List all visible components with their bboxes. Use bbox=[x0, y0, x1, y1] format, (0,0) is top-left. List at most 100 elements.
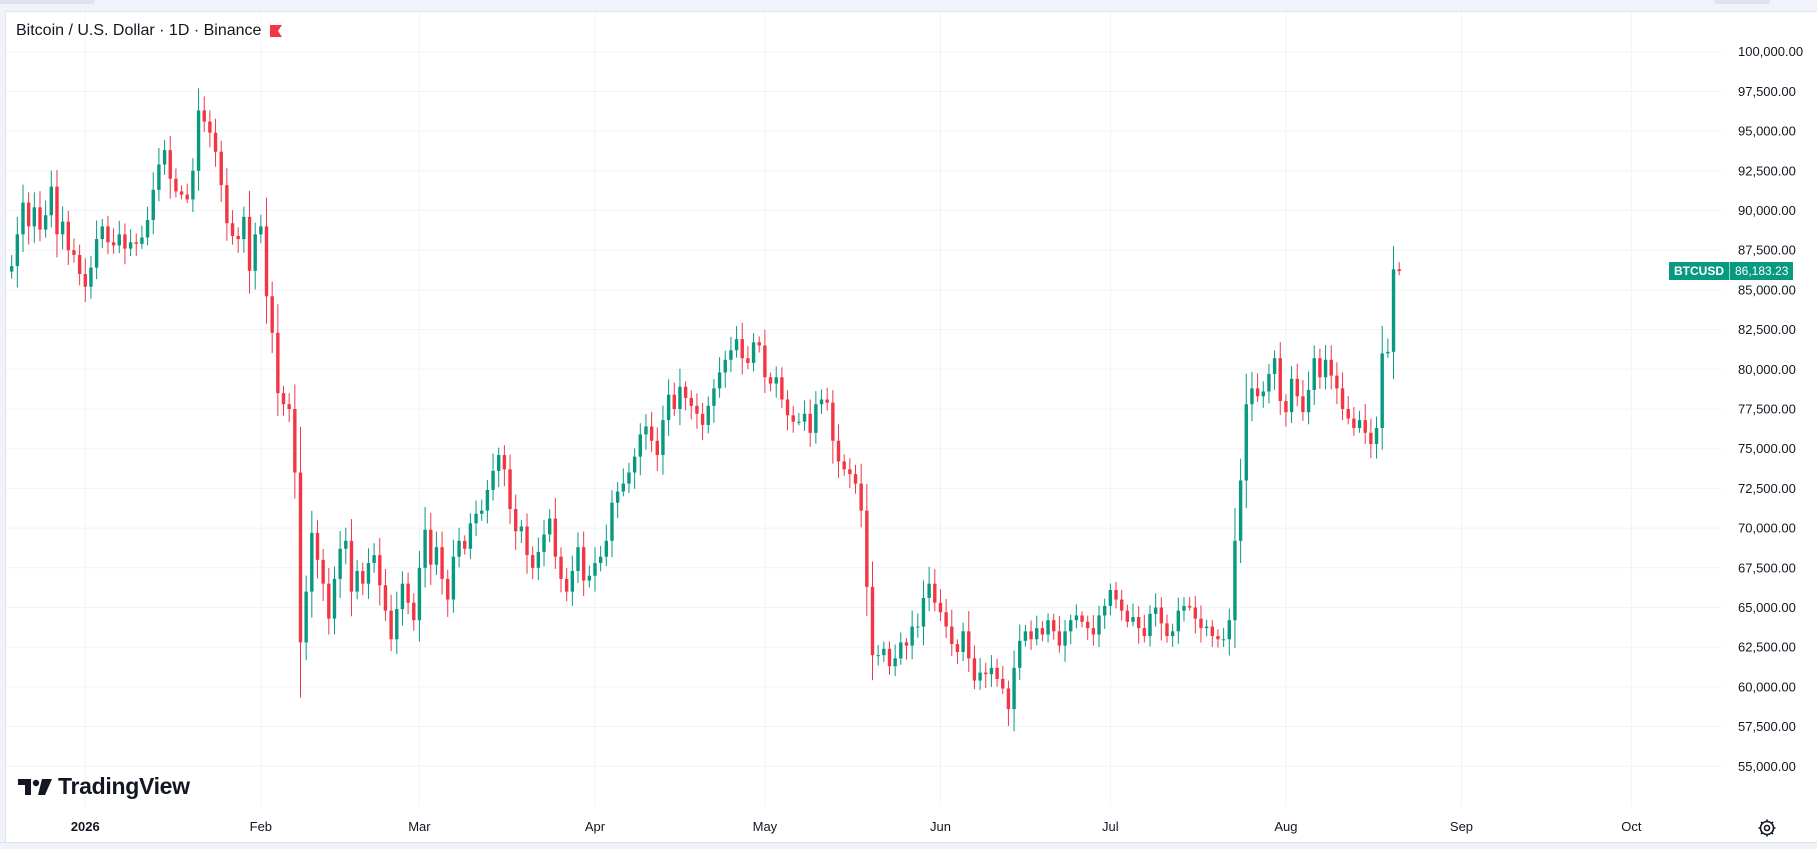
flag-icon[interactable] bbox=[269, 24, 283, 38]
candle bbox=[66, 210, 70, 265]
candle bbox=[751, 333, 756, 372]
candle bbox=[638, 423, 642, 476]
candle bbox=[1244, 373, 1248, 509]
candle bbox=[984, 662, 988, 688]
candle bbox=[134, 233, 138, 257]
price-tick-label: 85,000.00 bbox=[1738, 282, 1796, 297]
candle bbox=[1261, 381, 1265, 408]
price-tick-label: 82,500.00 bbox=[1738, 322, 1796, 337]
gear-icon[interactable] bbox=[1757, 818, 1777, 838]
candle bbox=[859, 463, 863, 528]
price-axis[interactable]: 55,000.00 57,500.00 60,000.00 62,500.00 65,0… bbox=[1738, 44, 1803, 774]
candle bbox=[899, 632, 903, 665]
candle bbox=[712, 379, 716, 423]
candle bbox=[361, 562, 365, 596]
candle bbox=[168, 135, 172, 199]
candle bbox=[916, 613, 920, 638]
candle bbox=[967, 611, 971, 672]
top-bar-tab-right[interactable] bbox=[1714, 0, 1770, 4]
candle bbox=[1097, 605, 1101, 647]
candle bbox=[1312, 345, 1316, 406]
candle bbox=[797, 412, 801, 426]
candle bbox=[757, 336, 761, 353]
time-axis[interactable]: 2026 Feb Mar Apr May Jun Jul Aug Sep Oct bbox=[71, 819, 1642, 834]
price-tick-label: 80,000.00 bbox=[1738, 362, 1796, 377]
candle bbox=[332, 566, 337, 635]
candle bbox=[1131, 603, 1135, 627]
candle bbox=[1091, 615, 1096, 646]
candle bbox=[1204, 619, 1209, 637]
candle bbox=[853, 464, 858, 494]
candle bbox=[1391, 246, 1396, 380]
candle bbox=[1114, 581, 1118, 609]
candle bbox=[514, 494, 518, 551]
candle bbox=[836, 424, 841, 478]
candle bbox=[1018, 624, 1022, 680]
candle bbox=[1216, 629, 1220, 648]
candle bbox=[1102, 598, 1107, 629]
candle bbox=[1029, 620, 1033, 650]
candle bbox=[1057, 615, 1062, 653]
candle bbox=[412, 593, 416, 631]
candle bbox=[1380, 325, 1384, 450]
candle bbox=[1069, 614, 1073, 645]
candle bbox=[1023, 624, 1028, 647]
candle bbox=[581, 531, 586, 597]
candle bbox=[1148, 605, 1152, 647]
candle bbox=[491, 453, 495, 501]
candle bbox=[1397, 262, 1401, 276]
candle bbox=[627, 462, 631, 494]
candle bbox=[1340, 372, 1345, 421]
candle bbox=[49, 170, 54, 228]
candle bbox=[1035, 615, 1039, 646]
candle bbox=[1250, 371, 1254, 422]
candle bbox=[315, 520, 320, 579]
candle bbox=[191, 158, 195, 213]
candle bbox=[474, 500, 478, 536]
candle bbox=[327, 568, 331, 635]
candle bbox=[734, 326, 739, 358]
candle bbox=[106, 215, 110, 255]
candle bbox=[463, 535, 467, 555]
candle bbox=[497, 447, 501, 488]
top-bar-tab-left[interactable] bbox=[0, 0, 95, 4]
candle bbox=[225, 168, 229, 241]
candle bbox=[1176, 597, 1181, 644]
candle bbox=[185, 183, 189, 204]
candle bbox=[995, 658, 999, 687]
candle bbox=[768, 372, 773, 392]
candle bbox=[1272, 350, 1277, 390]
candle bbox=[530, 546, 535, 580]
candle bbox=[1233, 507, 1237, 648]
candle bbox=[729, 336, 733, 373]
time-tick-label: 2026 bbox=[71, 819, 100, 834]
candle bbox=[972, 645, 977, 690]
candle bbox=[1136, 606, 1141, 644]
candle bbox=[145, 206, 150, 246]
chart-grid bbox=[6, 12, 1722, 806]
price-tick-label: 92,500.00 bbox=[1738, 163, 1796, 178]
candle bbox=[1159, 597, 1164, 641]
candle bbox=[94, 220, 99, 280]
window-bottom-edge bbox=[0, 842, 1817, 849]
candle bbox=[304, 575, 308, 661]
candle bbox=[802, 400, 807, 431]
candle bbox=[457, 527, 461, 568]
candle bbox=[598, 545, 603, 572]
candle bbox=[276, 304, 280, 417]
candle bbox=[604, 524, 609, 567]
candle bbox=[264, 197, 269, 324]
symbol-legend[interactable]: Bitcoin / U.S. Dollar · 1D · Binance bbox=[16, 20, 288, 42]
symbol-title[interactable]: Bitcoin / U.S. Dollar · 1D · Binance bbox=[16, 22, 262, 39]
candle bbox=[281, 385, 286, 416]
candle bbox=[26, 192, 31, 245]
tradingview-branding[interactable]: TradingView bbox=[18, 773, 190, 800]
price-tick-label: 57,500.00 bbox=[1738, 719, 1796, 734]
candle bbox=[831, 390, 835, 464]
price-tick-label: 90,000.00 bbox=[1738, 203, 1796, 218]
candle bbox=[1335, 362, 1339, 405]
candle bbox=[1153, 593, 1158, 627]
candle bbox=[123, 223, 127, 265]
candle bbox=[321, 548, 325, 601]
